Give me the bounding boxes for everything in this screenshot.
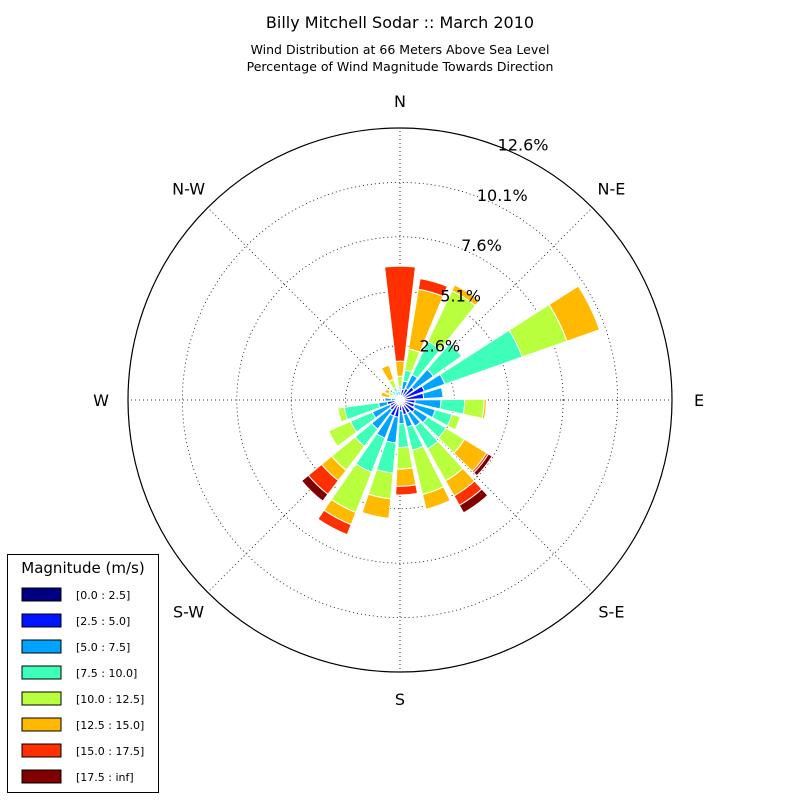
wind-bar-segment [380, 364, 395, 383]
chart-subtitle-line-1: Wind Distribution at 66 Meters Above Sea… [251, 42, 550, 57]
wind-bar-segment [383, 388, 391, 395]
wind-bar-segment [422, 387, 444, 400]
wind-bar-segment [426, 342, 463, 377]
direction-label: S-E [598, 602, 624, 621]
wind-bar-segment [481, 398, 487, 420]
wind-bar-segment [417, 278, 448, 298]
grid-spoke [399, 207, 593, 401]
grid-spoke [207, 399, 401, 593]
legend-label: [15.0 : 17.5] [76, 745, 144, 758]
chart-subtitle-line-2: Percentage of Wind Magnitude Towards Dir… [247, 59, 554, 74]
legend-label: [5.0 : 7.5] [76, 641, 130, 654]
direction-label: S-W [173, 602, 204, 621]
radial-tick-label: 12.6% [498, 136, 549, 155]
wind-bar-segment [361, 493, 392, 519]
legend-label: [0.0 : 2.5] [76, 589, 130, 602]
legend-swatch [21, 613, 62, 628]
wind-bar-segment [548, 285, 601, 342]
direction-label: N-E [597, 180, 625, 199]
legend-swatch [21, 691, 62, 706]
legend-label: [2.5 : 5.0] [76, 615, 130, 628]
wind-bar-segment [391, 390, 398, 397]
legend: Magnitude (m/s) [0.0 : 2.5] [2.5 : 5.0] [5… [7, 554, 159, 793]
wind-bar-segment [396, 388, 401, 393]
direction-label: W [93, 391, 109, 410]
legend-swatch [21, 665, 62, 680]
wind-bar-segment [394, 360, 406, 377]
wind-bar-segment [462, 398, 485, 419]
legend-swatch [21, 587, 62, 602]
wind-bar-segment [367, 468, 394, 500]
direction-label: N-W [172, 180, 205, 199]
legend-swatch [21, 717, 62, 732]
legend-label: [12.5 : 15.0] [76, 719, 144, 732]
wind-bar-segment [380, 391, 391, 399]
radial-tick-label: 7.6% [461, 236, 502, 255]
wind-bar-segment [395, 467, 417, 487]
radial-tick-label: 10.1% [477, 186, 528, 205]
legend-swatch [21, 743, 62, 758]
wind-bar-segment [328, 420, 358, 448]
wind-bar-segment [317, 509, 352, 536]
grid-ring [236, 236, 564, 564]
radial-tick-label: 2.6% [419, 337, 460, 356]
wind-bar-segment [337, 406, 349, 423]
wind-bar-segment [300, 474, 329, 502]
wind-bar-segment [451, 284, 481, 307]
wind-bar-segment [473, 453, 493, 477]
axis-labels: N N-E E S-E S S-W W N-W 2.6% 5.1% 7.6% 10.1% 12.6% [93, 92, 704, 709]
grid-ring [181, 181, 619, 619]
legend-title: Magnitude (m/s) [21, 559, 144, 577]
legend-swatch [21, 769, 62, 784]
legend-items: [0.0 : 2.5] [2.5 : 5.0] [5.0 : 7.5] [7.5 : … [21, 587, 144, 784]
radial-tick-label: 5.1% [440, 286, 481, 305]
legend-label: [10.0 : 12.5] [76, 693, 144, 706]
legend-swatch [21, 639, 62, 654]
direction-label: S [395, 690, 405, 709]
wind-bar-segment [458, 488, 489, 514]
direction-label: E [694, 391, 704, 410]
direction-label: N [394, 92, 406, 111]
wind-bar-segment [395, 484, 419, 496]
wind-bar-segment [446, 413, 461, 431]
wind-bar-segment [396, 446, 414, 470]
chart-title: Billy Mitchell Sodar :: March 2010 [266, 13, 534, 32]
grid-spoke [207, 207, 401, 401]
outer-frame-circle [127, 127, 673, 673]
wind-bars [300, 265, 601, 536]
wind-bar-segment [384, 265, 416, 362]
legend-label: [17.5 : inf] [76, 771, 134, 784]
legend-label: [7.5 : 10.0] [76, 667, 137, 680]
wind-bar-segment [384, 397, 393, 402]
wind-bar-segment [421, 486, 451, 510]
grid-spoke [399, 399, 593, 593]
